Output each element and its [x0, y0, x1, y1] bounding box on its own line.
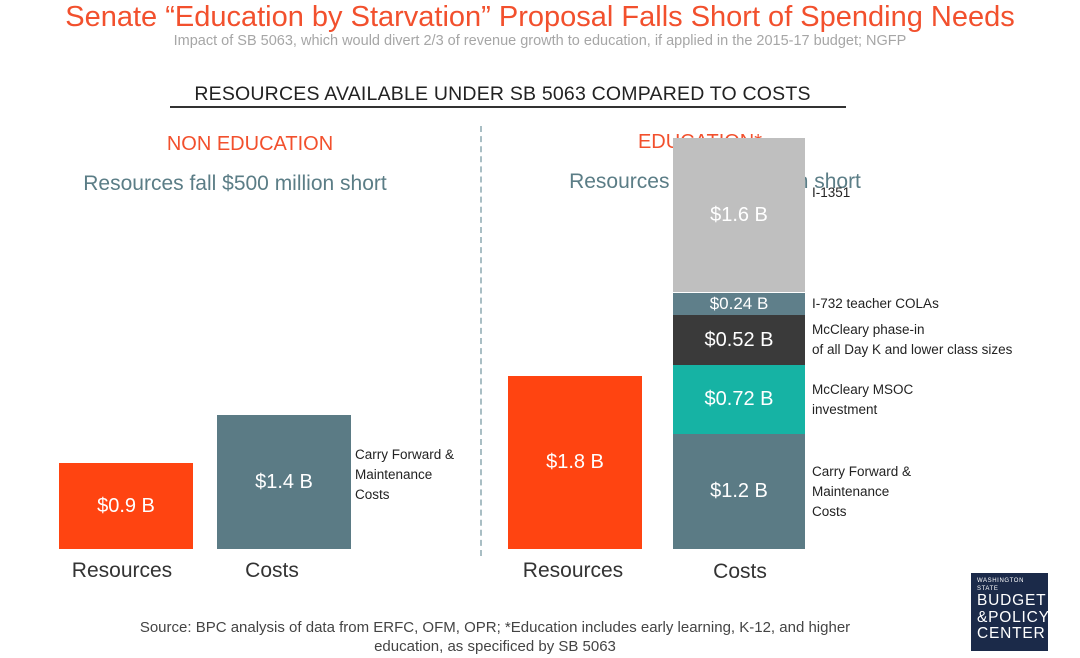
logo-line: BUDGET	[977, 592, 1047, 609]
segment-annotation: I-1351	[812, 185, 851, 200]
panel-subtitle-non-education: Resources fall $500 million short	[83, 172, 387, 195]
category-label-resources: Resources	[71, 559, 173, 582]
panel-divider	[480, 126, 482, 556]
segment-annotation: Carry Forward & Maintenance Costs	[812, 464, 912, 519]
costs-bar-segment: $1.4 B	[217, 415, 351, 549]
segment-annotation: Carry Forward & Maintenance Costs	[355, 447, 455, 502]
segment-annotation: I-732 teacher COLAs	[812, 296, 939, 311]
bpc-logo: WASHINGTON STATE BUDGET &POLICY CENTER	[971, 573, 1050, 651]
logo-line: CENTER	[977, 625, 1046, 642]
section-title-underline	[170, 106, 846, 108]
chart-title: Senate “Education by Starvation” Proposa…	[65, 1, 1015, 33]
source-note: Source: BPC analysis of data from ERFC, …	[139, 619, 851, 655]
chart-subtitle: Impact of SB 5063, which would divert 2/…	[173, 33, 907, 49]
costs-bar-segment: $0.24 B	[673, 292, 805, 315]
costs-bar-segment: $1.6 B	[673, 138, 805, 292]
resources-bar: $0.9 B	[59, 463, 193, 549]
category-label-costs: Costs	[713, 560, 767, 583]
section-title: RESOURCES AVAILABLE UNDER SB 5063 COMPAR…	[194, 83, 811, 105]
segment-annotation: McCleary phase-in of all Day K and lower…	[812, 322, 1013, 357]
logo-line: WASHINGTON STATE	[977, 578, 1025, 592]
panel-title-non-education: NON EDUCATION	[166, 133, 334, 155]
costs-bar-segment: $1.2 B	[673, 434, 805, 549]
resources-bar: $1.8 B	[508, 376, 642, 549]
category-label-resources: Resources	[522, 559, 624, 582]
segment-annotation: McCleary MSOC investment	[812, 382, 914, 417]
costs-bar-segment: $0.52 B	[673, 315, 805, 365]
logo-line: &POLICY	[977, 608, 1050, 626]
costs-bar-segment: $0.72 B	[673, 365, 805, 434]
category-label-costs: Costs	[245, 559, 299, 582]
